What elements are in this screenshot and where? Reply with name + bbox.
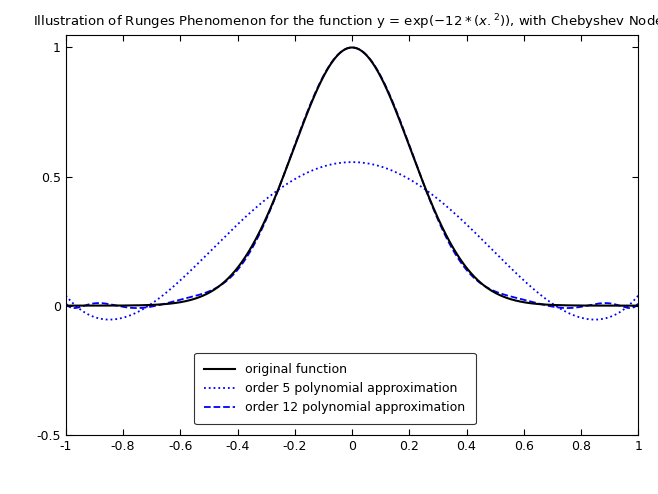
order 12 polynomial approximation [325,63,333,69]
order 12 polynomial approximation [340,46,348,52]
order 12 polynomial approximation [91,300,99,306]
Title: Illustration of Runges Phenomenon for the function y = exp($-12*(x.^{2})$), with: Illustration of Runges Phenomenon for th… [33,12,658,32]
Line: order 12 polynomial approximation: order 12 polynomial approximation [66,47,638,308]
original function [513,298,520,304]
Line: original function: original function [66,47,638,306]
order 5 polynomial approximation [91,314,99,320]
original function [62,303,70,309]
original function [618,303,626,309]
order 12 polynomial approximation [62,300,70,306]
order 5 polynomial approximation [325,162,333,168]
order 5 polynomial approximation [348,159,356,165]
original function [348,44,356,50]
original function [634,303,642,309]
order 5 polynomial approximation [634,292,642,298]
order 12 polynomial approximation [348,44,356,50]
original function [91,303,99,309]
order 5 polynomial approximation [62,292,70,298]
Line: order 5 polynomial approximation: order 5 polynomial approximation [66,162,638,320]
original function [325,64,333,70]
original function [340,47,348,53]
order 12 polynomial approximation [619,303,626,309]
original function [618,303,626,309]
order 12 polynomial approximation [513,295,521,301]
order 5 polynomial approximation [105,317,113,323]
order 5 polynomial approximation [513,271,521,277]
order 5 polynomial approximation [340,160,348,165]
order 5 polynomial approximation [619,308,626,314]
order 12 polynomial approximation [70,305,78,311]
order 12 polynomial approximation [634,300,642,306]
order 12 polynomial approximation [618,303,626,309]
order 5 polynomial approximation [618,308,626,314]
Legend: original function, order 5 polynomial approximation, order 12 polynomial approxi: original function, order 5 polynomial ap… [194,353,476,424]
